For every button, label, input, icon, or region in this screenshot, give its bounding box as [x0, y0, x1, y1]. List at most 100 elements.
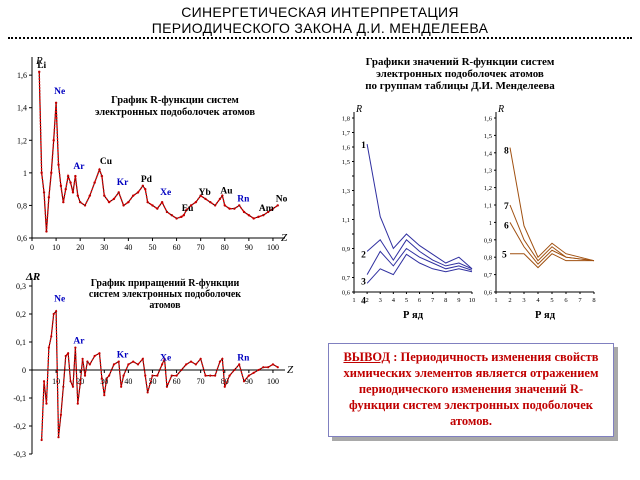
data-point — [71, 191, 75, 194]
x-tick-label: 100 — [267, 377, 279, 386]
data-point — [112, 197, 116, 201]
series-line — [366, 239, 473, 270]
data-point — [238, 363, 241, 366]
group-chart-right: 0,6 0,7 0,8 0,9 1 1,1 1,2 1,3 1,4 1,5 1,6 1 2 3 4 5 6 7 8 R… — [484, 104, 596, 321]
data-point — [151, 374, 154, 377]
data-point — [218, 197, 222, 201]
x-tick-label: 6 — [564, 297, 568, 304]
y-tick-label: 0 — [22, 366, 26, 375]
conclusion-label: ВЫВОД — [343, 350, 391, 364]
element-label: Rn — [237, 194, 250, 204]
y-tick-label: -0,1 — [13, 394, 26, 403]
data-point — [189, 360, 193, 363]
x-tick-label: 5 — [550, 297, 553, 304]
data-point — [83, 204, 87, 207]
data-point — [105, 377, 108, 380]
data-point — [199, 357, 202, 360]
element-label: Li — [37, 61, 46, 71]
data-point — [199, 194, 202, 197]
group-charts-title-line3: по группам таблицы Д.И. Менделеева — [365, 80, 555, 92]
x-tick-label: 10 — [52, 243, 60, 252]
y-tick-label: 1,5 — [484, 133, 492, 140]
x-tick-label: 40 — [124, 377, 132, 386]
y-tick-label: 0,6 — [484, 290, 493, 297]
data-point — [165, 385, 169, 388]
x-tick-label: 50 — [148, 377, 156, 386]
data-point — [194, 363, 197, 366]
data-point — [40, 171, 43, 175]
x-tick-label: 7 — [578, 297, 582, 304]
y-tick-label: 1,3 — [342, 188, 350, 195]
data-point — [233, 368, 236, 372]
y-tick-label: 1,6 — [484, 116, 493, 123]
element-label: Ne — [54, 295, 65, 305]
y-tick-label: 1,8 — [342, 116, 350, 123]
data-point — [257, 215, 260, 219]
data-point — [247, 374, 250, 377]
y-tick-label: 1,2 — [17, 136, 27, 145]
data-point — [151, 204, 154, 207]
data-point — [257, 368, 260, 372]
data-point — [262, 366, 265, 369]
page-title-line1: СИНЕРГЕТИЧЕСКАЯ ИНТЕРПРЕТАЦИЯ — [181, 4, 459, 20]
data-point — [122, 204, 125, 207]
data-point — [76, 402, 79, 405]
data-point — [42, 380, 46, 383]
data-point — [64, 187, 67, 191]
x-tick-label: 90 — [245, 377, 253, 386]
data-point — [213, 204, 217, 207]
data-point — [136, 363, 140, 366]
data-point — [100, 377, 103, 380]
data-point — [136, 191, 140, 194]
y-axis-label: ΔR — [25, 271, 40, 283]
element-label: Cu — [100, 157, 113, 167]
element-label: Ar — [73, 162, 85, 172]
y-tick-label: 0,1 — [16, 338, 26, 347]
series-label: 8 — [504, 147, 509, 157]
series-line — [509, 222, 595, 265]
y-tick-label: 0,7 — [484, 272, 493, 279]
series-label: 2 — [361, 250, 366, 260]
data-point — [127, 200, 130, 204]
x-tick-label: 2 — [508, 297, 511, 304]
data-point — [163, 357, 166, 360]
x-tick-label: 1 — [494, 297, 497, 304]
data-point — [74, 174, 77, 178]
x-tick-label: 10 — [52, 377, 60, 386]
data-point — [221, 194, 224, 197]
data-point — [238, 204, 241, 207]
series-label: 1 — [361, 141, 366, 151]
page-title-line2: ПЕРИОДИЧЕСКОГО ЗАКОНА Д.И. МЕНДЕЛЕЕВА — [151, 20, 489, 36]
element-label: No — [276, 194, 288, 204]
data-point — [71, 385, 75, 388]
x-tick-label: 4 — [392, 297, 396, 304]
data-point — [132, 360, 135, 363]
data-point — [117, 191, 120, 194]
data-point — [218, 360, 222, 363]
data-point — [209, 200, 212, 204]
data-point — [52, 312, 55, 316]
element-label: Pd — [141, 175, 153, 185]
x-axis-label: Р яд — [535, 310, 556, 321]
y-tick-label: 1,4 — [484, 150, 493, 157]
data-point — [117, 360, 120, 363]
data-point — [170, 214, 173, 217]
y-tick-label: 1,5 — [342, 159, 350, 166]
data-point — [74, 346, 77, 349]
conclusion-box: ВЫВОД : Периодичность изменения свойств … — [328, 343, 614, 437]
data-point — [180, 368, 183, 372]
element-label: Rn — [237, 353, 250, 363]
x-tick-label: 6 — [418, 297, 422, 304]
data-point — [156, 374, 159, 377]
element-label: Au — [220, 186, 233, 196]
data-point — [146, 391, 149, 394]
data-point — [54, 101, 58, 105]
data-point — [209, 374, 212, 377]
data-point — [221, 357, 224, 360]
x-tick-label: 8 — [592, 297, 595, 304]
series-label: 3 — [361, 278, 366, 288]
data-point — [98, 168, 101, 171]
data-point — [144, 374, 147, 377]
y-tick-label: 0,6 — [342, 290, 351, 297]
data-point — [79, 382, 82, 386]
